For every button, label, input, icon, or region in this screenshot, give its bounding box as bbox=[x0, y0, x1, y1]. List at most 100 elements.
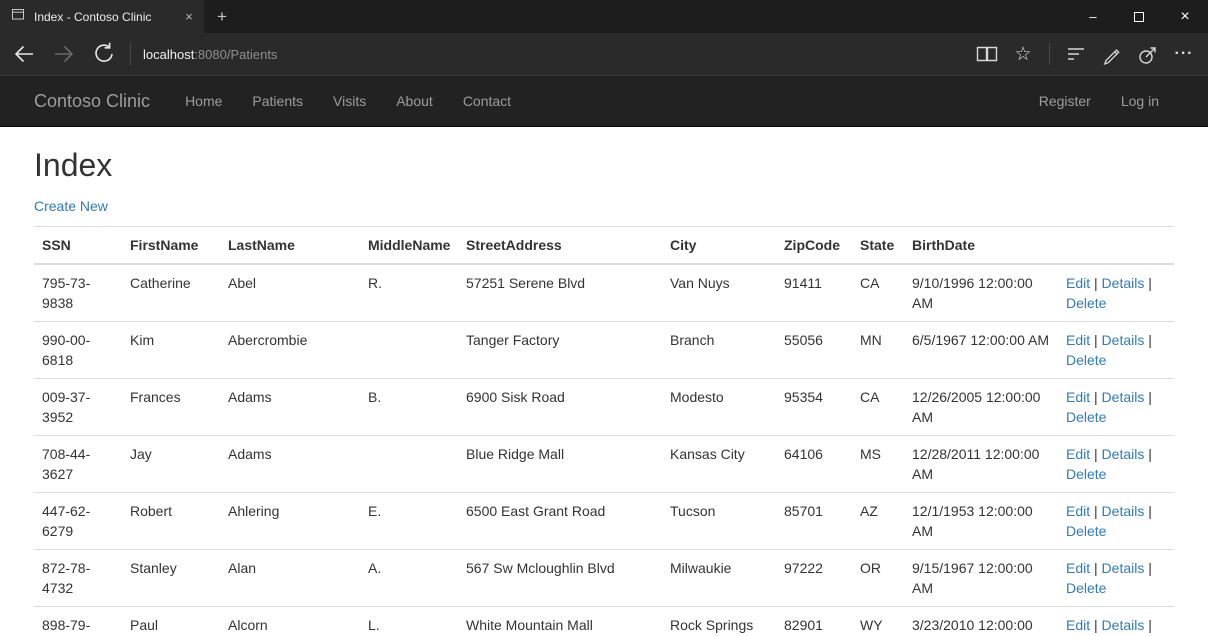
tab-close-icon[interactable]: × bbox=[185, 9, 193, 24]
hub-button[interactable] bbox=[1058, 38, 1094, 70]
table-cell: Milwaukie bbox=[662, 549, 776, 607]
reading-view-button[interactable] bbox=[969, 38, 1005, 70]
addressbar-actions: ☆ ··· bbox=[969, 38, 1208, 70]
nav-link-home[interactable]: Home bbox=[185, 93, 223, 109]
table-cell: 6500 East Grant Road bbox=[458, 492, 662, 550]
row-actions-cell: Edit | Details | Delete bbox=[1058, 321, 1174, 379]
page-title: Index bbox=[34, 147, 113, 183]
edit-link[interactable]: Edit bbox=[1066, 332, 1091, 348]
table-cell: L. bbox=[360, 606, 458, 636]
delete-link[interactable]: Delete bbox=[1066, 580, 1107, 596]
forward-button[interactable] bbox=[48, 38, 80, 70]
close-button[interactable]: × bbox=[1180, 7, 1190, 25]
nav-link-visits[interactable]: Visits bbox=[333, 93, 367, 109]
brand-link[interactable]: Contoso Clinic bbox=[34, 90, 151, 111]
table-cell: Paul bbox=[122, 606, 220, 636]
table-cell: Branch bbox=[662, 321, 776, 379]
edit-link[interactable]: Edit bbox=[1066, 389, 1091, 405]
table-cell: 64106 bbox=[776, 435, 852, 493]
share-button[interactable] bbox=[1130, 38, 1166, 70]
minimize-button[interactable]: – bbox=[1089, 9, 1097, 24]
refresh-icon bbox=[95, 42, 113, 62]
table-cell: 55056 bbox=[776, 321, 852, 379]
table-header-row: SSN FirstName LastName MiddleName StreetAddr… bbox=[34, 226, 1174, 265]
delete-link[interactable]: Delete bbox=[1066, 409, 1107, 425]
maximize-button[interactable] bbox=[1116, 0, 1162, 33]
delete-link[interactable]: Delete bbox=[1066, 295, 1107, 311]
delete-link[interactable]: Delete bbox=[1066, 352, 1107, 368]
nav-link-about[interactable]: About bbox=[396, 93, 433, 109]
table-cell: OR bbox=[852, 549, 904, 607]
nav-link-contact[interactable]: Contact bbox=[462, 93, 512, 109]
column-header-lastname: LastName bbox=[220, 226, 360, 265]
table-cell: Blue Ridge Mall bbox=[458, 435, 662, 493]
table-cell: 82901 bbox=[776, 606, 852, 636]
table-row: 009-37-3952 Frances Adams B. 6900 Sisk Road M… bbox=[34, 378, 1174, 436]
web-note-button[interactable] bbox=[1094, 38, 1130, 70]
column-header-actions bbox=[1058, 226, 1174, 265]
table-cell: Tucson bbox=[662, 492, 776, 550]
delete-link[interactable]: Delete bbox=[1066, 466, 1107, 482]
table-cell: Adams bbox=[220, 435, 360, 493]
create-new-link[interactable]: Create New bbox=[34, 198, 108, 214]
table-cell: Adams bbox=[220, 378, 360, 436]
table-cell: 447-62-6279 bbox=[34, 492, 122, 550]
addressbar-divider bbox=[1049, 43, 1050, 65]
site-navbar: Contoso Clinic Home Patients Visits About Co… bbox=[0, 76, 1208, 127]
refresh-button[interactable] bbox=[88, 38, 120, 70]
details-link[interactable]: Details bbox=[1101, 332, 1145, 348]
edit-link[interactable]: Edit bbox=[1066, 617, 1091, 633]
more-button[interactable]: ··· bbox=[1166, 38, 1202, 70]
column-header-state: State bbox=[852, 226, 904, 265]
new-tab-button[interactable]: + bbox=[217, 6, 227, 26]
browser-addressbar: localhost:8080/Patients ☆ ··· bbox=[0, 33, 1208, 76]
tab-title: Index - Contoso Clinic bbox=[34, 9, 152, 24]
details-link[interactable]: Details bbox=[1101, 617, 1145, 633]
table-cell: 009-37-3952 bbox=[34, 378, 122, 436]
table-cell: 91411 bbox=[776, 263, 852, 322]
nav-item: Patients bbox=[237, 76, 318, 126]
edit-link[interactable]: Edit bbox=[1066, 446, 1091, 462]
table-cell: 6900 Sisk Road bbox=[458, 378, 662, 436]
table-body: 795-73-9838 Catherine Abel R. 57251 Serene B… bbox=[34, 263, 1174, 636]
nav-item: About bbox=[381, 76, 448, 126]
share-icon bbox=[1139, 47, 1156, 64]
table-cell: 898-79-2704 bbox=[34, 606, 122, 636]
details-link[interactable]: Details bbox=[1101, 446, 1145, 462]
edit-link[interactable]: Edit bbox=[1066, 275, 1091, 291]
back-button[interactable] bbox=[8, 38, 40, 70]
details-link[interactable]: Details bbox=[1101, 275, 1145, 291]
url-path: :8080/Patients bbox=[194, 46, 278, 62]
table-cell: WY bbox=[852, 606, 904, 636]
more-icon: ··· bbox=[1174, 45, 1194, 62]
table-cell: 567 Sw Mcloughlin Blvd bbox=[458, 549, 662, 607]
details-link[interactable]: Details bbox=[1101, 389, 1145, 405]
favorites-button[interactable]: ☆ bbox=[1005, 38, 1041, 70]
table-cell: 97222 bbox=[776, 549, 852, 607]
url-field[interactable]: localhost:8080/Patients bbox=[143, 47, 277, 62]
nav-link-log-in[interactable]: Log in bbox=[1120, 93, 1159, 109]
table-cell: R. bbox=[360, 263, 458, 322]
table-cell: MN bbox=[852, 321, 904, 379]
edit-link[interactable]: Edit bbox=[1066, 503, 1091, 519]
column-header-streetaddress: StreetAddress bbox=[458, 226, 662, 265]
column-header-middlename: MiddleName bbox=[360, 226, 458, 265]
details-link[interactable]: Details bbox=[1101, 560, 1145, 576]
table-cell: Rock Springs bbox=[662, 606, 776, 636]
details-link[interactable]: Details bbox=[1101, 503, 1145, 519]
table-cell: CA bbox=[852, 263, 904, 322]
delete-link[interactable]: Delete bbox=[1066, 523, 1107, 539]
column-header-firstname: FirstName bbox=[122, 226, 220, 265]
row-actions-cell: Edit | Details | Delete bbox=[1058, 263, 1174, 322]
patients-table: SSN FirstName LastName MiddleName StreetAddr… bbox=[34, 226, 1174, 636]
table-cell: Tanger Factory bbox=[458, 321, 662, 379]
nav-link-patients[interactable]: Patients bbox=[252, 93, 304, 109]
table-cell: Jay bbox=[122, 435, 220, 493]
row-actions-cell: Edit | Details | Delete bbox=[1058, 378, 1174, 436]
edit-link[interactable]: Edit bbox=[1066, 560, 1091, 576]
table-cell: Robert bbox=[122, 492, 220, 550]
table-cell: 12/1/1953 12:00:00 AM bbox=[904, 492, 1058, 550]
browser-tab[interactable]: Index - Contoso Clinic × bbox=[0, 0, 204, 33]
nav-link-register[interactable]: Register bbox=[1038, 93, 1091, 109]
